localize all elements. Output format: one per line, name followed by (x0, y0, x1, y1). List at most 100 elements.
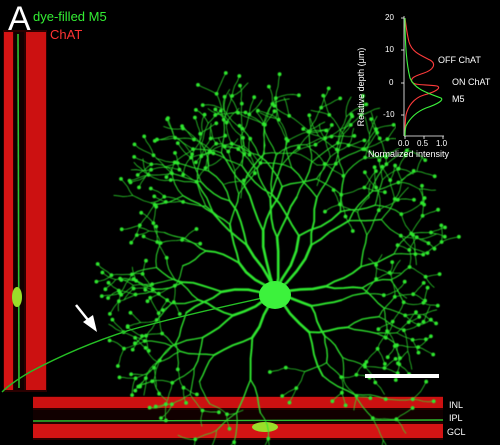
dendrite-branch (159, 342, 177, 361)
dendrite-varicosity (141, 234, 146, 239)
dendrite-varicosity (154, 204, 159, 209)
dendrite-branch (199, 381, 211, 405)
dendrite-varicosity (133, 341, 137, 346)
dendrite-branch (375, 187, 381, 211)
dendrite-branch (320, 98, 341, 108)
dendrite-branch (154, 135, 175, 142)
dendrite-varicosity (100, 270, 105, 275)
scale-bar (365, 374, 439, 378)
dendrite-branch (166, 257, 176, 280)
dendrite-varicosity (364, 102, 369, 107)
dendrite-varicosity (383, 362, 387, 366)
dendrite-branch (378, 321, 394, 330)
dendrite-branch (418, 188, 436, 191)
dendrite-branch (374, 382, 385, 395)
dendrite-varicosity (411, 169, 416, 173)
dendrite-branch (231, 143, 260, 156)
dendrite-varicosity (202, 112, 207, 117)
dendrite-varicosity (421, 281, 426, 285)
dendrite-varicosity (117, 375, 122, 380)
dendrite-branch (223, 89, 231, 111)
dendrite-branch (130, 312, 141, 323)
dendrite-branch (368, 149, 380, 161)
dendrite-branch (234, 170, 240, 195)
dendrite-branch (182, 250, 207, 267)
dendrite-varicosity (307, 113, 312, 118)
dendrite-branch (398, 363, 410, 375)
dendrite-branch (177, 162, 210, 172)
dendrite-varicosity (420, 183, 424, 188)
layer-label-inl: INL (449, 400, 464, 410)
dendrite-branch (425, 276, 435, 288)
dendrite-branch (240, 180, 245, 199)
dendrite-branch (226, 108, 240, 123)
dendrite-varicosity (423, 158, 428, 163)
dendrite-branch (193, 139, 214, 154)
dendrite-varicosity (429, 334, 433, 339)
dendrite-branch (257, 110, 277, 119)
dendrite-branch (174, 152, 180, 170)
dendrite-branch (389, 165, 396, 181)
dendrite-branch (384, 358, 396, 369)
dendrite-branch (343, 114, 362, 135)
dendrite-branch (320, 88, 330, 108)
dendrite-varicosity (385, 355, 390, 360)
inset-x-tick: 1.0 (436, 139, 448, 148)
dendrite-branch (342, 356, 345, 382)
dendrite-branch (372, 417, 397, 420)
dendrite-varicosity (130, 347, 135, 352)
dendrite-varicosity (200, 103, 205, 107)
dendrite-varicosity (195, 392, 199, 397)
dendrite-branch (231, 82, 249, 97)
dendrite-branch (324, 285, 364, 290)
dendrite-varicosity (137, 185, 141, 190)
dendrite-branch (134, 335, 147, 344)
dendrite-branch (174, 137, 193, 155)
dendrite-branch (137, 163, 152, 176)
dendrite-branch (357, 211, 368, 236)
dendrite-varicosity (380, 164, 385, 169)
dendrite-branch (418, 319, 432, 326)
dendrite-branch (412, 293, 426, 302)
dendrite-branch (132, 195, 156, 205)
dendrite-branch (375, 332, 398, 346)
dendrite-branch (356, 395, 371, 399)
dendrite-branch (375, 264, 378, 280)
dendrite-varicosity (248, 136, 253, 141)
dendrite-branch (217, 137, 229, 152)
dendrite-varicosity (439, 223, 444, 228)
dendrite-branch (316, 156, 331, 180)
dendrite-branch (378, 296, 396, 318)
dendrite-branch (148, 174, 172, 181)
dendrite-varicosity (287, 400, 292, 405)
dendrite-branch (158, 285, 176, 295)
dendrite-branch (147, 293, 160, 302)
dendrite-branch (368, 257, 377, 266)
dendrite-branch (269, 367, 287, 373)
dendrite-branch (150, 163, 173, 171)
panel-letter: A (8, 0, 31, 38)
dendrite-branch (174, 265, 184, 287)
dendrite-varicosity (372, 165, 377, 170)
dendrite-branch (394, 293, 414, 298)
dendrite-branch (144, 340, 172, 347)
dendrite-branch (412, 339, 419, 353)
dendrite-varicosity (432, 246, 437, 251)
dendrite-branch (366, 348, 378, 363)
dendrite-varicosity (237, 123, 242, 128)
dendrite-varicosity (443, 225, 447, 230)
dendrite-branch (120, 285, 134, 296)
dendrite-branch (341, 392, 346, 406)
dendrite-varicosity (272, 103, 277, 108)
dendrite-branch (248, 96, 255, 115)
dendrite-branch (216, 412, 238, 431)
dendrite-varicosity (147, 405, 152, 410)
dendrite-varicosity (110, 317, 115, 322)
dendrite-branch (340, 376, 344, 394)
dendrite-varicosity (135, 173, 140, 177)
dendrite-branch (153, 345, 172, 369)
dendrite-branch (421, 233, 437, 240)
dendrite-branch (182, 195, 215, 215)
dendrite-varicosity (362, 138, 367, 143)
dendrite-varicosity (198, 241, 203, 246)
